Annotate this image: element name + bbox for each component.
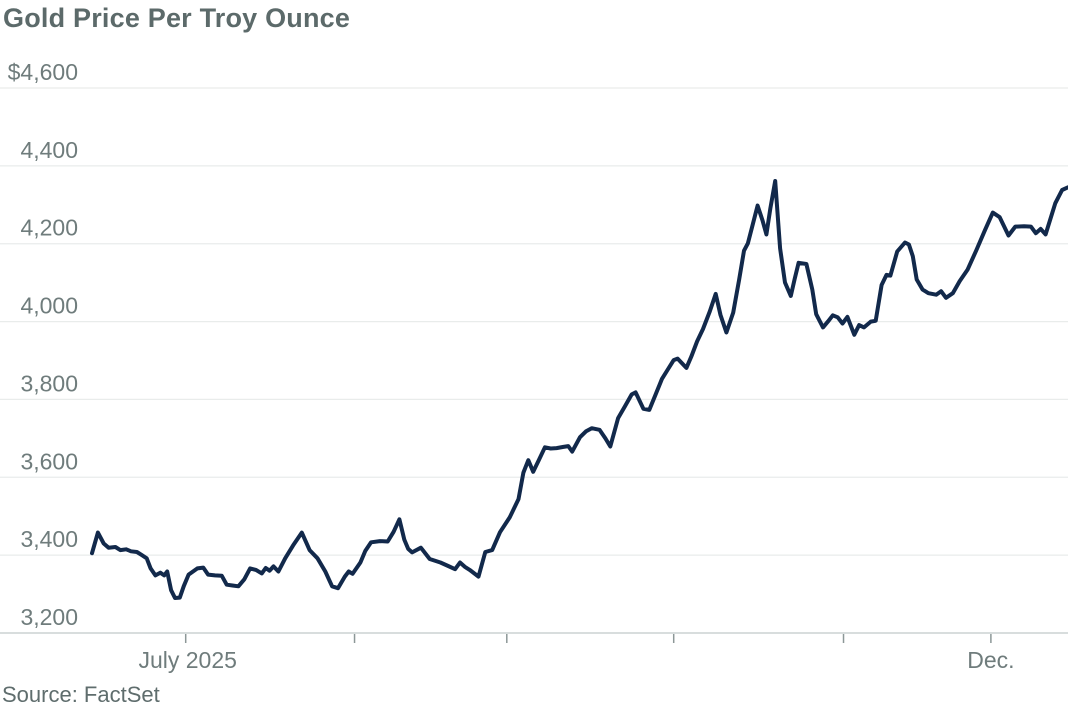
y-axis-label: 4,000 xyxy=(20,293,78,319)
x-axis-label: Dec. xyxy=(967,647,1014,673)
y-axis-label: 3,600 xyxy=(20,448,78,474)
y-axis-label: 3,200 xyxy=(20,604,78,630)
x-axis-label: July 2025 xyxy=(138,647,236,673)
chart-title: Gold Price Per Troy Ounce xyxy=(3,3,351,33)
y-axis-label: 4,200 xyxy=(20,215,78,241)
price-line xyxy=(90,179,1068,600)
y-axis-label: $4,600 xyxy=(8,59,78,85)
source-note: Source: FactSet xyxy=(2,682,160,707)
y-axis-label: 3,800 xyxy=(20,370,78,396)
y-axis-label: 3,400 xyxy=(20,526,78,552)
y-axis-label: 4,400 xyxy=(20,137,78,163)
